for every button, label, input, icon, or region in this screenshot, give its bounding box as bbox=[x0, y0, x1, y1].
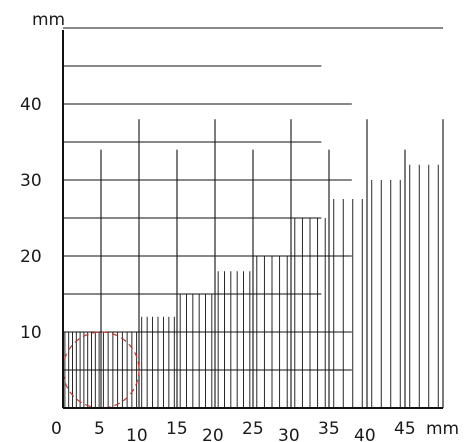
x-tick-label: 35 bbox=[318, 419, 340, 439]
x-tick-label: 5 bbox=[94, 419, 105, 439]
major-vertical-lines bbox=[100, 119, 444, 408]
y-tick-label: 20 bbox=[20, 247, 42, 267]
x-tick-label: 10 bbox=[126, 426, 148, 442]
y-tick-label: 10 bbox=[20, 323, 42, 343]
x-tick-label: 20 bbox=[202, 426, 224, 442]
y-tick-label: 30 bbox=[20, 171, 42, 191]
x-tick-labels: 0 5 10 15 20 25 30 35 40 45 bbox=[51, 419, 416, 442]
staircase-lines bbox=[64, 164, 439, 408]
y-tick-labels: 10 20 30 40 bbox=[20, 95, 42, 343]
reference-circle-group bbox=[62, 331, 140, 409]
x-axis-unit-label: mm bbox=[426, 419, 459, 439]
x-tick-label: 40 bbox=[354, 426, 376, 442]
x-tick-label: 25 bbox=[242, 419, 264, 439]
x-tick-label: 45 bbox=[394, 419, 416, 439]
x-tick-label: 30 bbox=[278, 426, 300, 442]
y-tick-label: 40 bbox=[20, 95, 42, 115]
horizontal-grid-lines bbox=[63, 27, 443, 371]
x-tick-label: 0 bbox=[51, 419, 62, 439]
reference-circle bbox=[62, 331, 140, 409]
x-tick-label: 15 bbox=[166, 419, 188, 439]
y-axis-unit-label: mm bbox=[32, 10, 65, 30]
